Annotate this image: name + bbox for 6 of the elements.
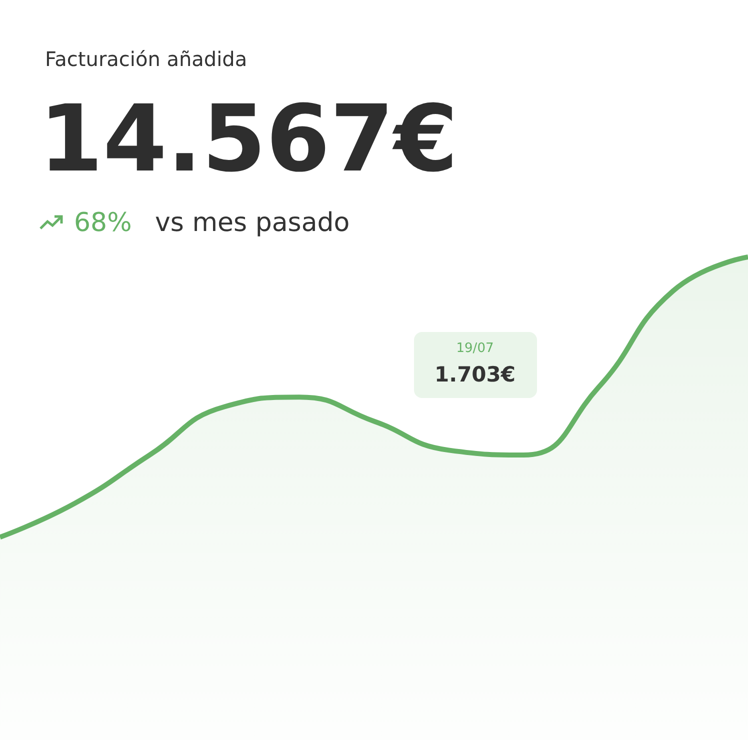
chart-title: Facturación añadida [45, 47, 248, 71]
text: 68% [74, 208, 132, 238]
text: vs mes pasado [155, 208, 350, 238]
annotation: 1.703€ [434, 362, 516, 386]
chart-subtitle: 14.567€ [39, 86, 458, 192]
annotation: 19/07 [456, 341, 494, 356]
